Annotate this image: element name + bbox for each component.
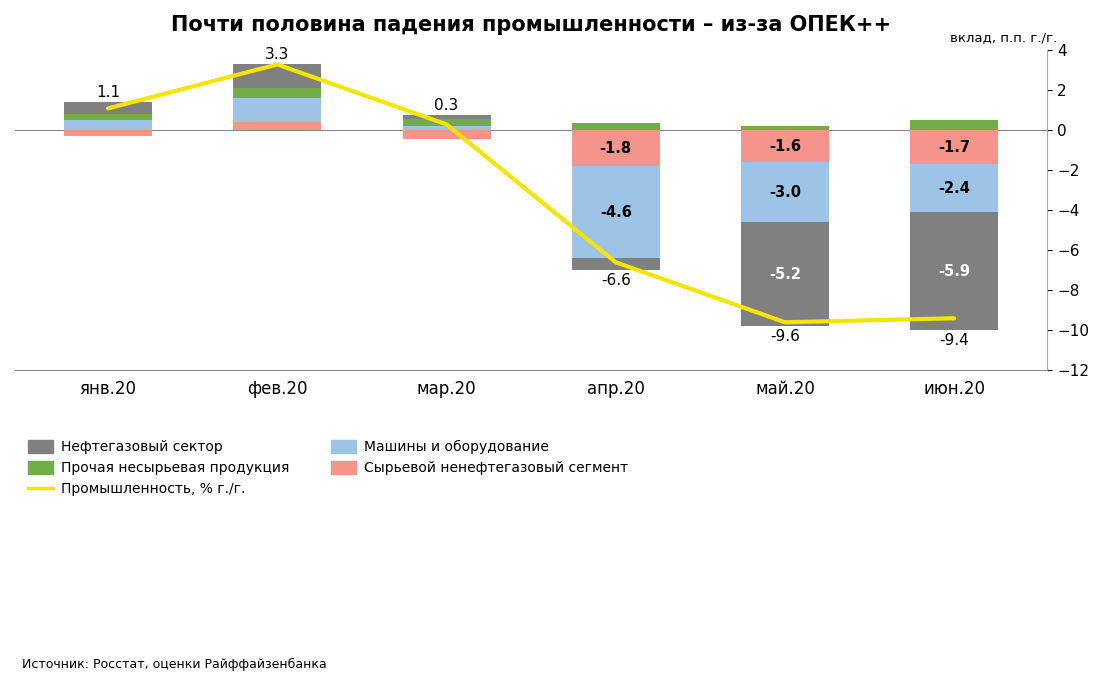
Text: -9.4: -9.4: [940, 333, 969, 348]
Text: -3.0: -3.0: [769, 185, 802, 200]
Bar: [233, 88, 321, 98]
Text: -4.6: -4.6: [599, 205, 631, 220]
Text: 3.3: 3.3: [265, 47, 289, 62]
Text: -1.8: -1.8: [599, 141, 631, 156]
Bar: [910, 130, 998, 164]
Bar: [910, 121, 998, 130]
Bar: [572, 123, 660, 130]
Bar: [403, 119, 490, 127]
Title: Почти половина падения промышленности – из-за ОПЕК++: Почти половина падения промышленности – …: [171, 15, 891, 35]
Bar: [233, 123, 321, 130]
Bar: [64, 121, 152, 130]
Bar: [572, 130, 660, 166]
Bar: [233, 98, 321, 123]
Bar: [572, 258, 660, 270]
Bar: [64, 115, 152, 121]
Bar: [741, 222, 829, 326]
Text: Источник: Росстат, оценки Райффайзенбанка: Источник: Росстат, оценки Райффайзенбанк…: [22, 658, 327, 671]
Text: -2.4: -2.4: [938, 181, 970, 196]
Bar: [572, 166, 660, 258]
Text: -9.6: -9.6: [771, 330, 800, 344]
Text: -5.2: -5.2: [769, 267, 802, 282]
Bar: [233, 65, 321, 88]
Bar: [64, 130, 152, 136]
Bar: [403, 115, 490, 119]
Text: -1.6: -1.6: [769, 139, 802, 154]
Text: вклад, п.п. г./г.: вклад, п.п. г./г.: [951, 31, 1058, 44]
Text: 1.1: 1.1: [96, 85, 120, 100]
Bar: [910, 212, 998, 330]
Bar: [403, 127, 490, 130]
Text: -6.6: -6.6: [601, 273, 630, 288]
Text: 0.3: 0.3: [434, 98, 458, 113]
Bar: [741, 130, 829, 162]
Text: -1.7: -1.7: [938, 140, 970, 155]
Text: -5.9: -5.9: [938, 264, 970, 279]
Legend: Нефтегазовый сектор, Прочая несырьевая продукция, Промышленность, % г./г., Машин: Нефтегазовый сектор, Прочая несырьевая п…: [22, 435, 634, 502]
Bar: [741, 127, 829, 130]
Bar: [64, 102, 152, 115]
Bar: [403, 130, 490, 140]
Bar: [741, 162, 829, 222]
Bar: [910, 164, 998, 212]
